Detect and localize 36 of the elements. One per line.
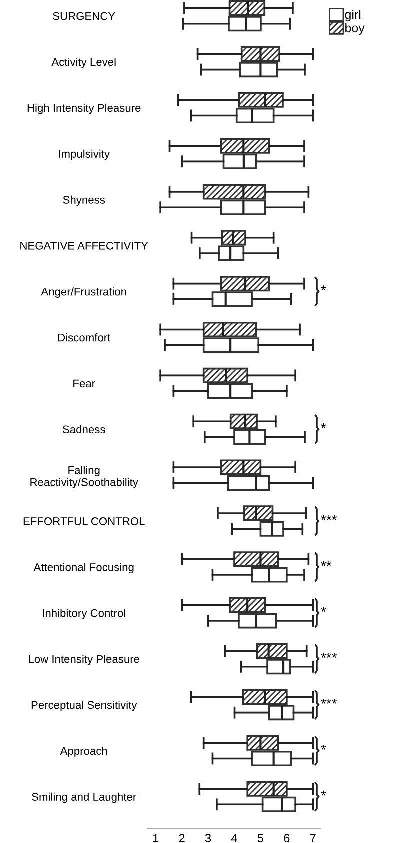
y-tick-label: Low Intensity Pleasure bbox=[29, 655, 140, 666]
y-tick-label: Perceptual Sensitivity bbox=[32, 700, 138, 712]
y-tick-label: Smiling and Laughter bbox=[32, 792, 136, 804]
y-tick-label: High Intensity Pleasure bbox=[28, 104, 141, 114]
text: * bbox=[321, 423, 326, 428]
text: *** bbox=[321, 515, 337, 520]
y-tick-label: EFFORTFUL CONTROL bbox=[24, 518, 145, 526]
y-tick-label: Activity Level bbox=[52, 58, 116, 68]
y-tick-label: Sadness bbox=[62, 425, 106, 434]
y-tick-label: Discomfort bbox=[58, 334, 111, 342]
text: * bbox=[321, 790, 326, 796]
text: *** bbox=[321, 653, 337, 658]
y-tick-label: Inhibitory Control bbox=[43, 609, 126, 620]
y-tick-label: Fear bbox=[74, 380, 96, 388]
y-tick-label: Shyness bbox=[63, 196, 106, 206]
x-tick-label: 3 bbox=[205, 834, 212, 843]
x-tick-label: 5 bbox=[258, 834, 264, 843]
text: *** bbox=[321, 699, 337, 704]
y-tick-label: Approach bbox=[60, 746, 108, 758]
x-tick-label: 4 bbox=[231, 834, 238, 842]
x-tick-label: 6 bbox=[284, 834, 290, 843]
text: * bbox=[321, 607, 326, 612]
text: * bbox=[321, 744, 326, 750]
x-tick-label: 1 bbox=[153, 834, 159, 842]
y-tick-label: NEGATIVE AFFECTIVITY bbox=[20, 242, 148, 250]
text: ** bbox=[321, 561, 332, 566]
y-tick-label: SURGENCY bbox=[53, 12, 116, 20]
text: * bbox=[321, 286, 326, 291]
legend-label: girl bbox=[345, 10, 361, 22]
legend-label: boy bbox=[346, 23, 365, 36]
y-tick-label: Attentional Focusing bbox=[34, 563, 134, 574]
y-tick-label: Impulsivity bbox=[59, 150, 110, 160]
y-tick-label: Falling Reactivity/Soothability bbox=[30, 466, 138, 488]
x-tick-label: 2 bbox=[179, 834, 185, 842]
x-tick-label: 7 bbox=[310, 834, 316, 842]
y-tick-label: Anger/Frustration bbox=[41, 288, 126, 298]
